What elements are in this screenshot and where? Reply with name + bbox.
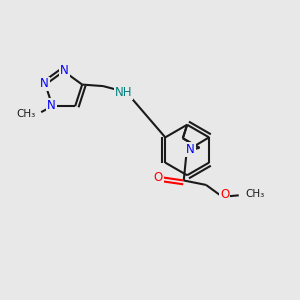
- Text: N: N: [40, 77, 49, 91]
- Text: N: N: [60, 64, 69, 77]
- Text: N: N: [47, 99, 56, 112]
- Text: CH₃: CH₃: [245, 189, 265, 199]
- Text: N: N: [186, 143, 195, 156]
- Text: O: O: [154, 171, 163, 184]
- Text: NH: NH: [115, 86, 133, 99]
- Text: O: O: [220, 188, 230, 201]
- Text: CH₃: CH₃: [17, 109, 36, 118]
